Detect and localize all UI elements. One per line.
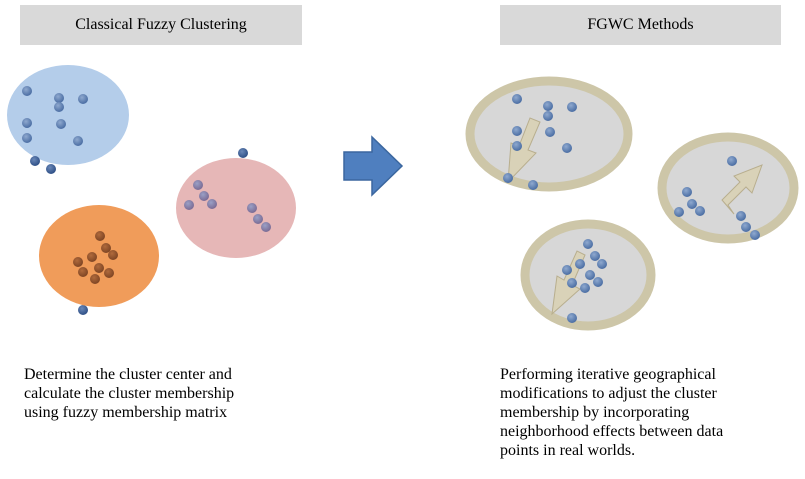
fgwc-cluster-1	[465, 76, 633, 192]
data-point	[238, 148, 248, 158]
data-point	[562, 265, 572, 275]
adjust-arrow-icon	[507, 117, 541, 184]
caption-line: calculate the cluster membership	[24, 385, 235, 402]
fgwc-cluster-2	[657, 132, 799, 244]
caption-line: Determine the cluster center and	[24, 366, 232, 383]
data-point	[30, 156, 40, 166]
data-point	[193, 180, 203, 190]
data-point	[727, 156, 737, 166]
data-point	[22, 133, 32, 143]
data-point	[674, 207, 684, 217]
caption-line: neighborhood effects between data	[500, 423, 724, 440]
data-point	[207, 199, 217, 209]
data-point	[78, 94, 88, 104]
classical-caption: Determine the cluster center and calcula…	[24, 365, 314, 422]
data-point	[695, 206, 705, 216]
classical-fuzzy-clustering-title: Classical Fuzzy Clustering	[20, 5, 302, 45]
data-point	[22, 118, 32, 128]
data-point	[54, 102, 64, 112]
data-point	[73, 257, 83, 267]
adjust-arrow-icon	[721, 164, 763, 215]
data-point	[583, 239, 593, 249]
caption-line: modifications to adjust the cluster	[500, 385, 717, 402]
data-point	[585, 270, 595, 280]
data-point	[736, 211, 746, 221]
data-point	[593, 277, 603, 287]
data-point	[512, 126, 522, 136]
data-point	[199, 191, 209, 201]
blue-cluster	[7, 65, 129, 165]
data-point	[108, 250, 118, 260]
data-point	[543, 111, 553, 121]
caption-line: points in real worlds.	[500, 442, 636, 459]
data-point	[90, 274, 100, 284]
data-point	[567, 102, 577, 112]
data-point	[567, 313, 577, 323]
right-arrow-icon	[343, 135, 404, 197]
data-point	[87, 252, 97, 262]
data-point	[54, 93, 64, 103]
data-point	[543, 101, 553, 111]
data-point	[575, 259, 585, 269]
data-point	[682, 187, 692, 197]
data-point	[545, 127, 555, 137]
data-point	[503, 173, 513, 183]
data-point	[750, 230, 760, 240]
data-point	[741, 222, 751, 232]
caption-line: using fuzzy membership matrix	[24, 404, 228, 421]
fgwc-methods-title: FGWC Methods	[500, 5, 781, 45]
data-point	[95, 231, 105, 241]
data-point	[22, 86, 32, 96]
caption-line: membership by incorporating	[500, 404, 690, 421]
data-point	[562, 143, 572, 153]
data-point	[512, 141, 522, 151]
data-point	[73, 136, 83, 146]
data-point	[78, 305, 88, 315]
data-point	[687, 199, 697, 209]
pink-cluster	[176, 158, 296, 258]
data-point	[247, 203, 257, 213]
data-point	[528, 180, 538, 190]
data-point	[261, 222, 271, 232]
data-point	[184, 200, 194, 210]
data-point	[78, 267, 88, 277]
data-point	[580, 283, 590, 293]
data-point	[104, 268, 114, 278]
fgwc-cluster-3	[520, 219, 656, 331]
data-point	[56, 119, 66, 129]
caption-line: Performing iterative geographical	[500, 366, 716, 383]
data-point	[94, 263, 104, 273]
data-point	[101, 243, 111, 253]
data-point	[253, 214, 263, 224]
orange-cluster	[39, 205, 159, 307]
data-point	[590, 251, 600, 261]
data-point	[597, 259, 607, 269]
data-point	[46, 164, 56, 174]
data-point	[567, 278, 577, 288]
data-point	[512, 94, 522, 104]
fgwc-caption: Performing iterative geographical modifi…	[500, 365, 790, 460]
